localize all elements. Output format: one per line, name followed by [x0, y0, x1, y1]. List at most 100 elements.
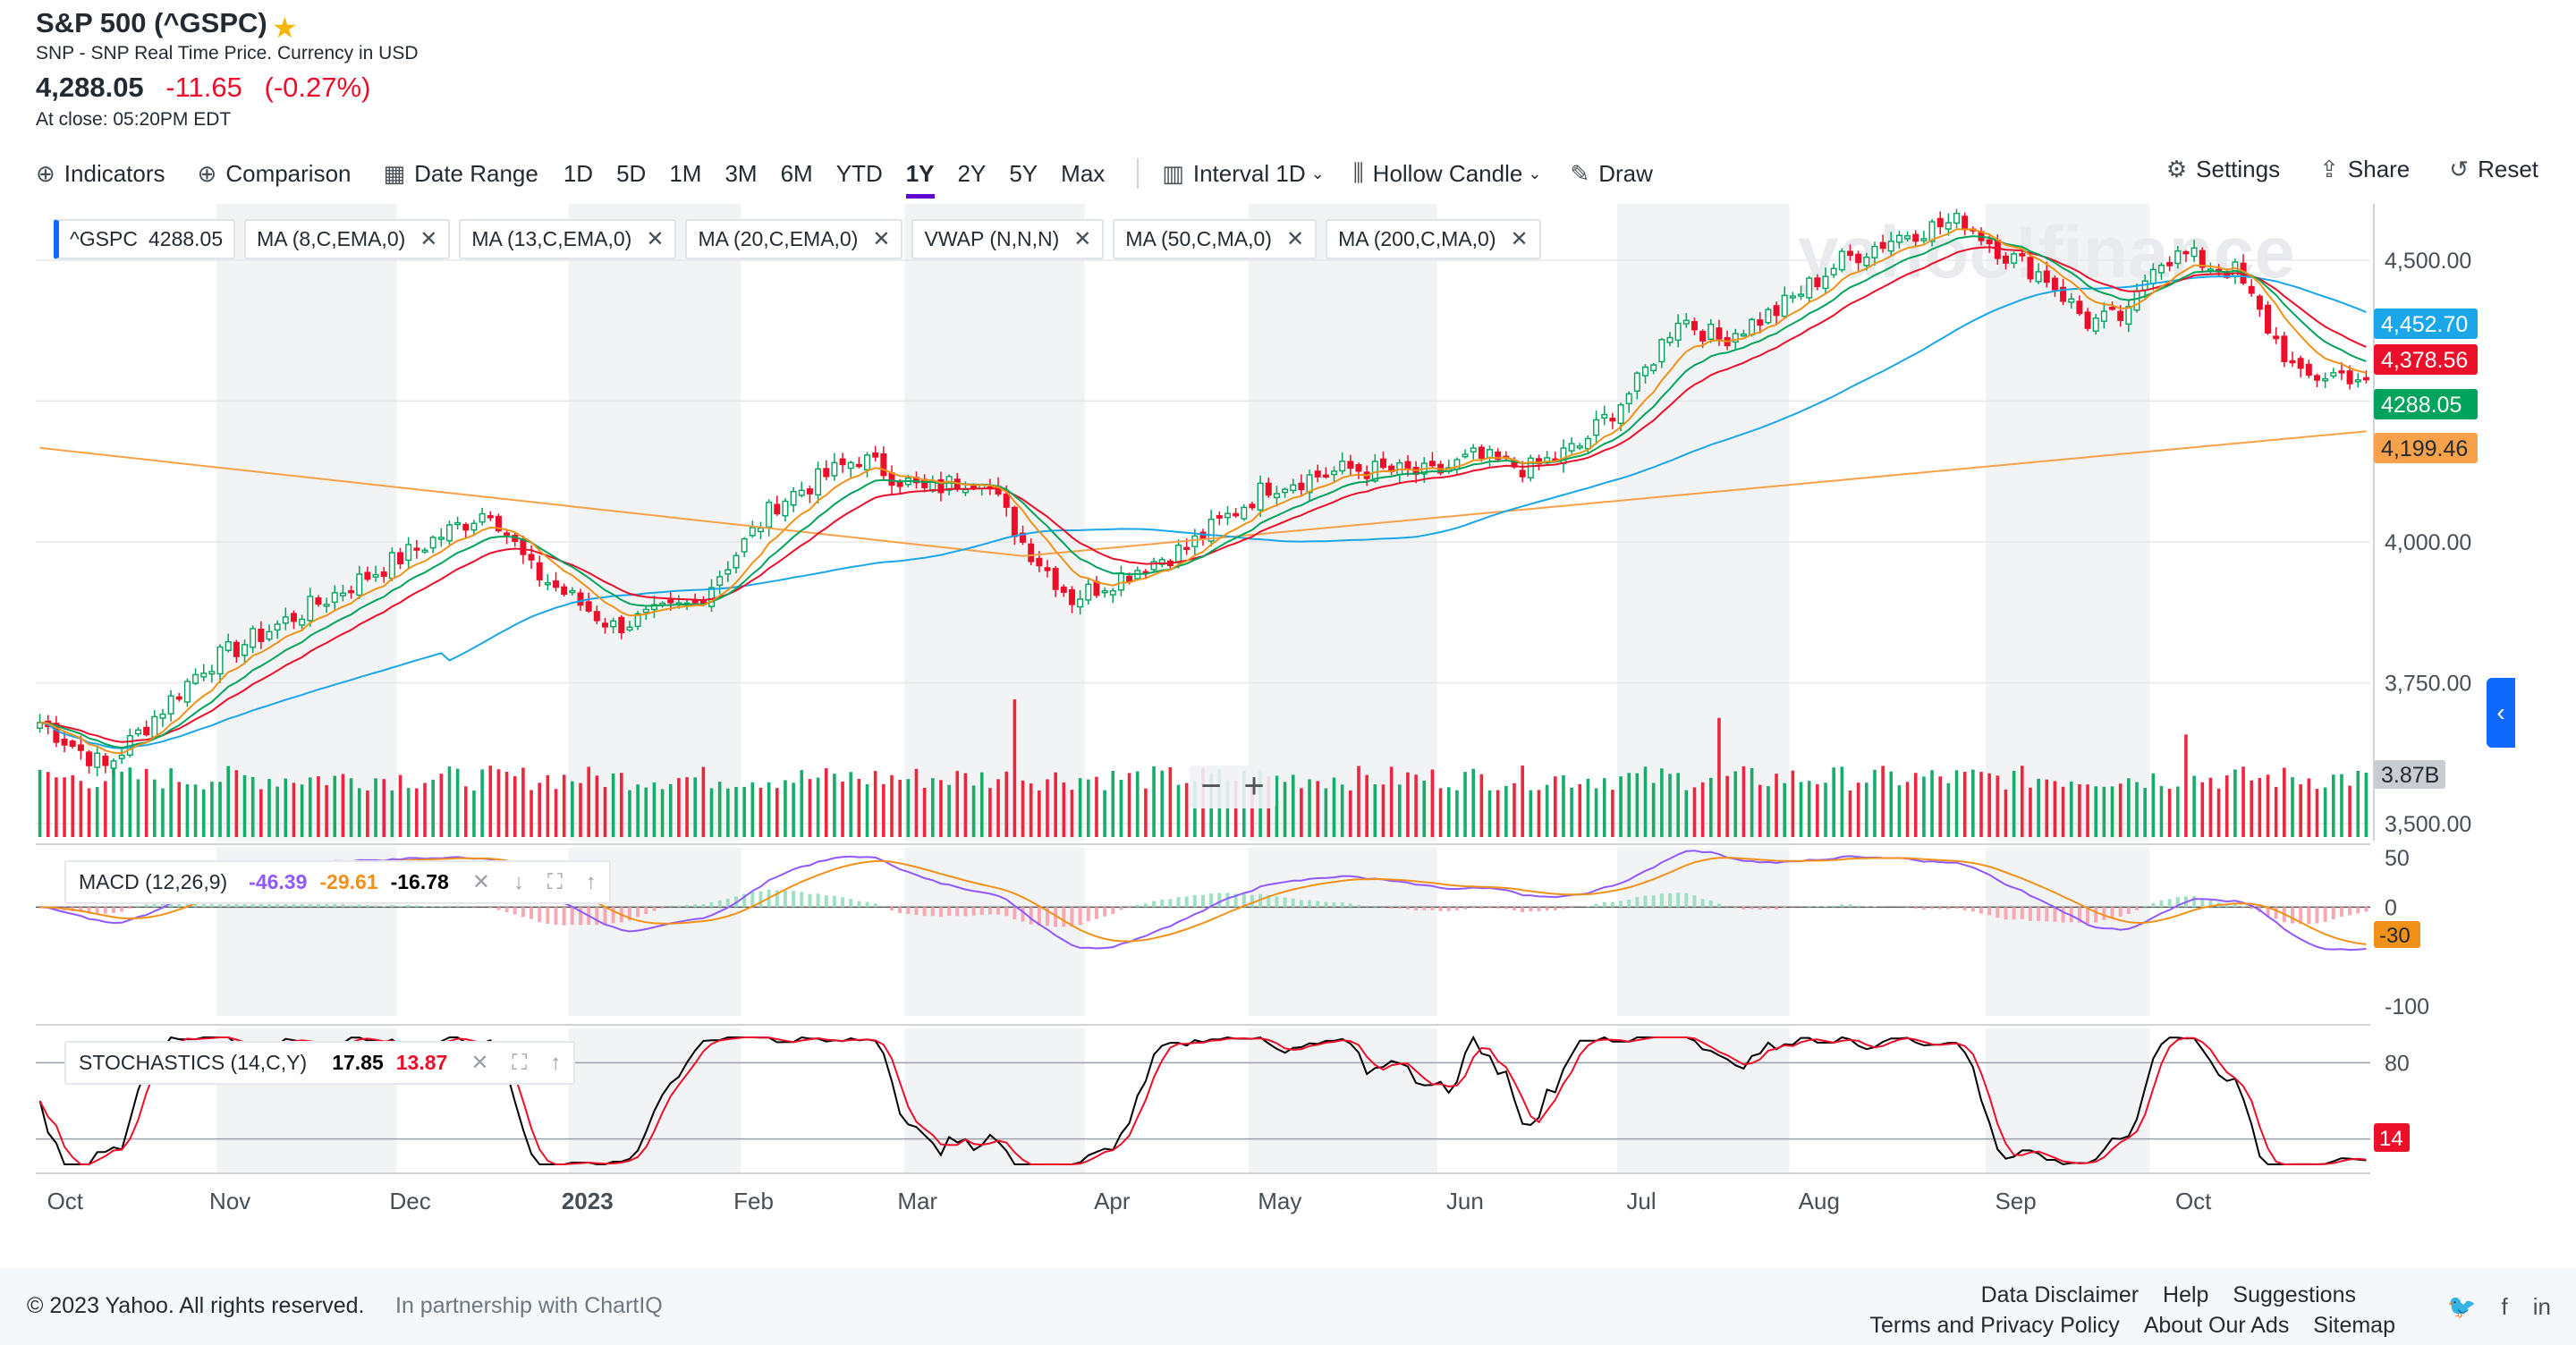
- macd-histogram-bar: [414, 905, 419, 908]
- data-disclaimer-link[interactable]: Data Disclaimer: [1980, 1282, 2140, 1307]
- close-icon[interactable]: ✕: [471, 870, 490, 894]
- study-chip[interactable]: MA (13,C,EMA,0) ✕: [459, 219, 677, 259]
- expand-icon[interactable]: ⛶: [512, 1050, 528, 1075]
- close-icon[interactable]: ✕: [470, 1051, 489, 1075]
- share-button[interactable]: ⇪ Share: [2319, 156, 2410, 183]
- macd-histogram-bar: [595, 907, 599, 926]
- symbol-chip[interactable]: ^GSPC 4288.05: [54, 219, 236, 259]
- macd-histogram-bar: [685, 904, 690, 908]
- range-max[interactable]: Max: [1061, 159, 1106, 187]
- macd-histogram-bar: [898, 907, 902, 913]
- macd-histogram-bar: [1438, 907, 1443, 911]
- expand-icon[interactable]: ⛶: [547, 869, 563, 894]
- twitter-icon[interactable]: 🐦: [2447, 1293, 2477, 1320]
- close-icon[interactable]: ✕: [1073, 227, 1092, 251]
- date-tick-label: Nov: [209, 1188, 250, 1214]
- candle-body: [1682, 319, 1690, 325]
- star-icon[interactable]: ★: [272, 12, 298, 44]
- date-range-button[interactable]: ▦ Date Range: [384, 160, 538, 188]
- price-chart[interactable]: yahoo!finance 3,500.003,750.004,000.004,…: [0, 0, 2576, 1261]
- arrow-down-icon[interactable]: ↓: [513, 869, 524, 894]
- about-ads-link[interactable]: About Our Ads: [2143, 1313, 2290, 1338]
- settings-button[interactable]: ⚙ Settings: [2166, 156, 2280, 183]
- macd-signal-value: -29.61: [319, 870, 378, 893]
- macd-histogram-bar: [554, 907, 558, 926]
- range-5y[interactable]: 5Y: [1009, 159, 1038, 187]
- volume-bar: [1767, 786, 1770, 837]
- candle-body: [1822, 275, 1829, 290]
- candle-body: [577, 592, 584, 606]
- close-icon[interactable]: ✕: [1510, 227, 1529, 251]
- help-link[interactable]: Help: [2163, 1282, 2209, 1307]
- candle-body: [782, 500, 789, 517]
- macd-histogram-bar: [316, 901, 320, 908]
- macd-histogram-bar: [1504, 907, 1508, 909]
- candle-body: [1830, 267, 1837, 275]
- range-ytd[interactable]: YTD: [835, 159, 883, 187]
- range-1m[interactable]: 1M: [669, 159, 702, 187]
- volume-bar: [1619, 776, 1623, 837]
- interval-dropdown[interactable]: ▥ Interval 1D ⌄: [1162, 160, 1324, 188]
- candle-body: [1895, 234, 1902, 243]
- zoom-in-button[interactable]: +: [1243, 766, 1265, 806]
- reset-label: Reset: [2478, 156, 2538, 182]
- study-chip[interactable]: MA (50,C,MA,0) ✕: [1113, 219, 1318, 259]
- volume-bar: [2061, 786, 2065, 837]
- zoom-out-button[interactable]: −: [1200, 766, 1222, 806]
- volume-bar: [1733, 771, 1738, 837]
- candle-body: [1003, 493, 1010, 508]
- macd-histogram-bar: [1430, 907, 1435, 910]
- macd-histogram-bar: [1938, 907, 1943, 909]
- study-chip[interactable]: MA (8,C,EMA,0) ✕: [244, 219, 451, 259]
- range-3m[interactable]: 3M: [724, 159, 758, 187]
- volume-bar: [463, 786, 468, 837]
- volume-bar: [38, 769, 42, 837]
- chart-type-dropdown[interactable]: ⫼ Hollow Candle ⌄: [1353, 159, 1542, 188]
- study-chip[interactable]: MA (200,C,MA,0) ✕: [1326, 219, 1541, 259]
- study-chip[interactable]: MA (20,C,EMA,0) ✕: [685, 219, 903, 259]
- suggestions-link[interactable]: Suggestions: [2233, 1282, 2356, 1307]
- range-2y[interactable]: 2Y: [957, 159, 987, 187]
- terms-link[interactable]: Terms and Privacy Policy: [1869, 1313, 2120, 1338]
- volume-bar: [300, 784, 304, 837]
- candle-body: [766, 502, 773, 529]
- ma8-line: [39, 228, 2367, 755]
- close-icon[interactable]: ✕: [646, 227, 665, 251]
- macd-histogram-bar: [1389, 907, 1394, 909]
- zoom-controls: − +: [1190, 766, 1275, 808]
- macd-histogram-bar: [603, 907, 607, 926]
- study-chip[interactable]: VWAP (N,N,N) ✕: [911, 219, 1105, 259]
- candle-body: [1887, 241, 1894, 252]
- volume-bar: [1684, 790, 1689, 837]
- candle-body: [1945, 222, 1952, 230]
- candle-body: [1273, 493, 1280, 499]
- close-icon[interactable]: ✕: [419, 227, 438, 251]
- candle-body: [102, 756, 109, 766]
- candle-body: [175, 696, 182, 700]
- macd-histogram-bar: [1414, 907, 1419, 911]
- range-6m[interactable]: 6M: [780, 159, 813, 187]
- linkedin-icon[interactable]: in: [2532, 1293, 2551, 1320]
- range-1d[interactable]: 1D: [563, 159, 594, 187]
- draw-button[interactable]: ✎ Draw: [1570, 160, 1652, 188]
- arrow-up-icon[interactable]: ↑: [550, 1050, 562, 1075]
- close-icon[interactable]: ✕: [872, 227, 891, 251]
- close-icon[interactable]: ✕: [1285, 227, 1305, 251]
- comparison-button[interactable]: ⊕ Comparison: [198, 160, 352, 188]
- macd-histogram-value: -16.78: [390, 870, 449, 893]
- reset-button[interactable]: ↺ Reset: [2449, 156, 2538, 183]
- range-1y[interactable]: 1Y: [905, 159, 935, 199]
- facebook-icon[interactable]: f: [2501, 1293, 2508, 1320]
- arrow-up-icon[interactable]: ↑: [585, 869, 597, 894]
- macd-histogram-bar: [1513, 907, 1516, 911]
- range-5d[interactable]: 5D: [616, 159, 647, 187]
- indicators-button[interactable]: ⊕ Indicators: [36, 160, 165, 188]
- volume-bar: [1946, 782, 1951, 837]
- volume-bar: [1275, 775, 1279, 837]
- sitemap-link[interactable]: Sitemap: [2313, 1313, 2395, 1338]
- candle-body: [208, 671, 216, 675]
- chart-toolbar: ⊕ Indicators ⊕ Comparison ▦ Date Range 1D 5…: [36, 152, 1685, 199]
- side-panel-toggle[interactable]: ‹: [2487, 678, 2515, 748]
- chevron-left-icon: ‹: [2496, 698, 2505, 726]
- volume-bar: [1996, 775, 2000, 837]
